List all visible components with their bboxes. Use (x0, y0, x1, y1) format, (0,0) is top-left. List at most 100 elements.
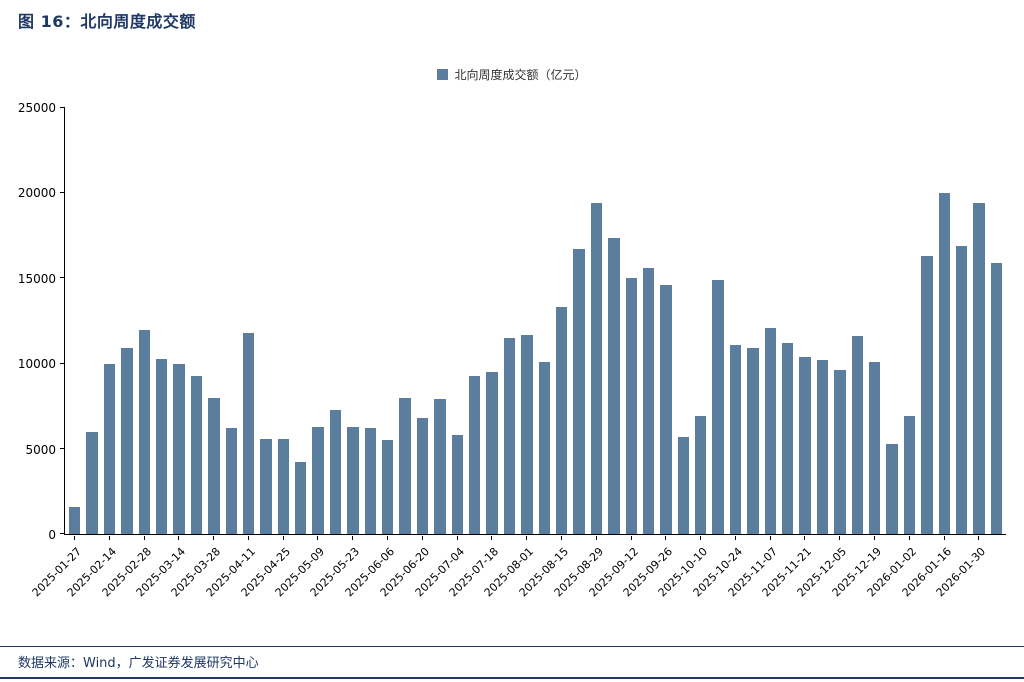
source-note: 数据来源：Wind，广发证券发展研究中心 (18, 656, 259, 671)
y-tick-label: 15000 (17, 271, 56, 286)
x-axis-tick (247, 536, 249, 540)
y-tick-label: 20000 (17, 186, 56, 201)
x-axis-tick (282, 536, 284, 540)
bar (416, 418, 429, 534)
bar (573, 249, 585, 534)
y-axis-tick (60, 192, 65, 194)
bar (729, 344, 742, 534)
x-axis-tick (873, 536, 875, 540)
bar (468, 375, 481, 534)
x-axis-tick (490, 536, 492, 540)
bar (260, 438, 272, 534)
y-axis-tick (60, 362, 65, 364)
x-axis-tick (664, 536, 666, 540)
bar (155, 358, 168, 534)
bar (521, 334, 533, 534)
x-axis-tick (177, 536, 179, 540)
bar (695, 416, 707, 534)
bar (103, 363, 116, 534)
bar (503, 338, 516, 534)
bar (642, 268, 655, 534)
bar (451, 435, 463, 534)
bar (816, 360, 829, 534)
x-axis-tick (108, 536, 110, 540)
x-axis-tick (386, 536, 388, 540)
bar (712, 280, 724, 534)
bar (608, 237, 620, 534)
x-axis-tick (734, 536, 736, 540)
x-axis-tick (560, 536, 562, 540)
bar (660, 285, 672, 534)
bar (329, 409, 342, 534)
x-axis-tick (595, 536, 597, 540)
bar (868, 361, 881, 534)
bars (65, 108, 1006, 534)
bar (921, 256, 933, 534)
x-axis-tick (143, 536, 145, 540)
bar (173, 363, 185, 534)
bar (590, 203, 603, 534)
bar (782, 343, 794, 534)
y-axis-tick (60, 447, 65, 449)
y-tick-label: 10000 (17, 357, 56, 372)
x-axis-tick (630, 536, 632, 540)
bar (382, 440, 394, 534)
x-axis-tick (316, 536, 318, 540)
legend: 北向周度成交额（亿元） (0, 66, 1024, 83)
x-axis-tick (977, 536, 979, 540)
footer-divider-top (0, 646, 1024, 647)
bar (121, 348, 133, 534)
y-tick-label: 25000 (17, 101, 56, 115)
bar (225, 428, 237, 534)
bar (434, 399, 446, 534)
bar (277, 438, 290, 534)
bar (990, 263, 1003, 534)
x-axis-tick (908, 536, 910, 540)
bar (295, 462, 307, 534)
x-axis-tick (769, 536, 771, 540)
bar (625, 278, 637, 534)
bar (69, 506, 81, 534)
bar (347, 426, 359, 534)
bar (86, 431, 98, 534)
y-axis-labels: 0 5000 10000 15000 20000 25000 (0, 101, 56, 542)
y-axis-tick (60, 533, 65, 534)
x-axis-tick (456, 536, 458, 540)
bar (903, 416, 916, 534)
figure-title: 图 16：北向周度成交额 (18, 12, 196, 31)
bar (886, 443, 898, 534)
bar (208, 397, 220, 534)
bar (538, 361, 550, 534)
bar (747, 348, 759, 534)
y-tick-label: 0 (48, 528, 56, 542)
bar (312, 426, 324, 534)
x-axis-tick (699, 536, 701, 540)
legend-swatch-icon (437, 69, 449, 80)
bar (955, 246, 968, 534)
y-tick-label: 5000 (25, 442, 56, 457)
bar (242, 332, 255, 534)
bar (138, 329, 150, 534)
bar (677, 436, 690, 534)
x-axis-tick (838, 536, 840, 540)
bar (486, 372, 498, 534)
bar (851, 336, 863, 534)
bar (555, 307, 568, 534)
x-axis-tick (803, 536, 805, 540)
y-axis-tick (60, 107, 65, 108)
footer-divider-bottom (0, 677, 1024, 679)
x-axis-tick (525, 536, 527, 540)
bar (764, 327, 777, 534)
bar (364, 428, 377, 534)
legend-label: 北向周度成交额（亿元） (454, 68, 587, 82)
bar (399, 397, 411, 534)
bar (799, 356, 811, 534)
bar (834, 370, 846, 534)
x-axis-tick (943, 536, 945, 540)
x-axis-tick (421, 536, 423, 540)
plot-area (60, 107, 1006, 535)
bar (190, 375, 203, 534)
x-axis-tick (73, 536, 75, 540)
x-axis-labels: 2025-01-27 2025-02-14 2025-02-28 2025-03-14… (29, 536, 1006, 641)
y-axis-tick (60, 277, 65, 279)
